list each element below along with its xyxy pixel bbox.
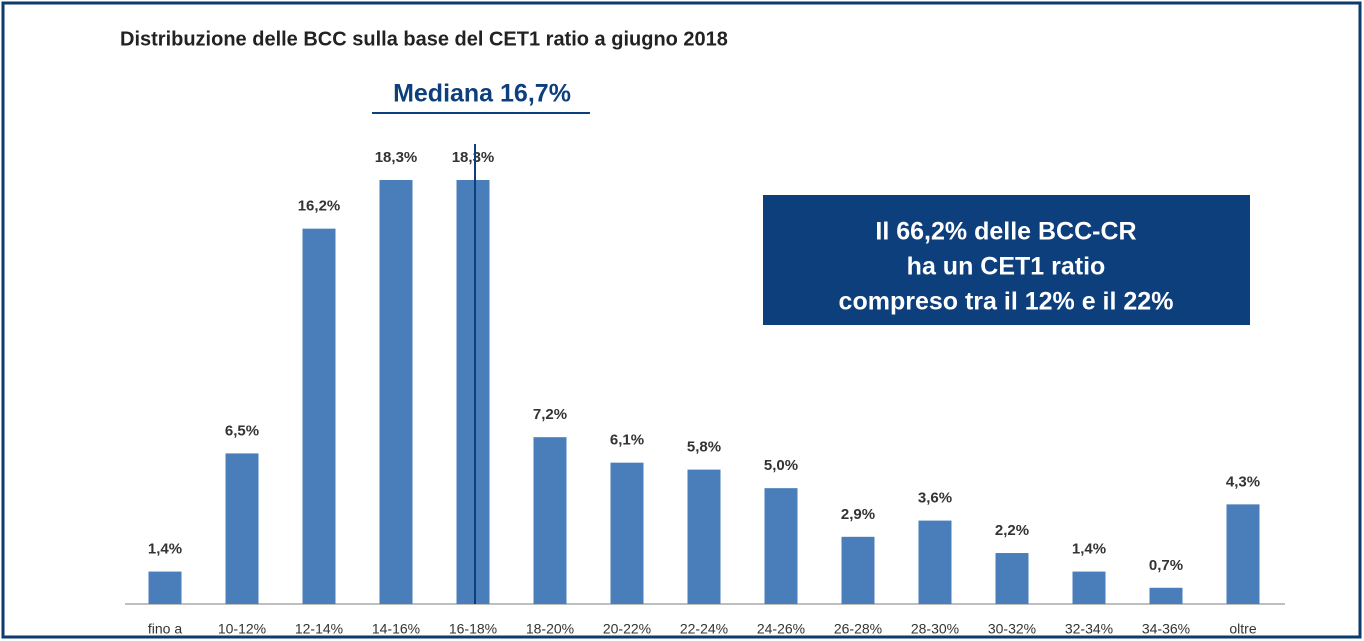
bar (1226, 504, 1260, 604)
x-tick-label: 10-12% (218, 621, 266, 637)
bar (379, 180, 413, 604)
x-tick-label: fino a (148, 621, 182, 637)
x-tick-label: 14-16% (372, 621, 420, 637)
bar (302, 228, 336, 604)
bar (841, 536, 875, 604)
value-label: 18,3% (452, 149, 495, 166)
x-tick-label: 30-32% (988, 621, 1036, 637)
x-tick-label: 12-14% (295, 621, 343, 637)
x-tick-label: 26-28% (834, 621, 882, 637)
bar (456, 180, 490, 604)
value-label: 1,4% (1072, 541, 1106, 558)
bar (995, 553, 1029, 604)
bar (1149, 587, 1183, 604)
bar (225, 453, 259, 604)
x-tick-label: oltre (1229, 621, 1256, 637)
value-label: 2,2% (995, 522, 1029, 539)
x-tick-label: 16-18% (449, 621, 497, 637)
bar (1072, 571, 1106, 604)
bar (610, 462, 644, 604)
x-tick-label: 28-30% (911, 621, 959, 637)
value-label: 5,0% (764, 457, 798, 474)
median-label: Mediana 16,7% (393, 80, 571, 108)
bar (533, 437, 567, 604)
note-line: Il 66,2% delle BCC-CR (875, 218, 1136, 246)
bar (148, 571, 182, 604)
value-label: 6,1% (610, 432, 644, 449)
bar (764, 488, 798, 604)
bar (687, 469, 721, 604)
bar (918, 520, 952, 604)
x-tick-label: 32-34% (1065, 621, 1113, 637)
value-label: 18,3% (375, 149, 418, 166)
value-label: 0,7% (1149, 557, 1183, 574)
x-tick-label: 20-22% (603, 621, 651, 637)
value-label: 7,2% (533, 406, 567, 423)
note-line: ha un CET1 ratio (907, 253, 1106, 281)
note-box (763, 195, 1250, 325)
chart-title: Distribuzione delle BCC sulla base del C… (120, 28, 728, 50)
x-tick-label: 34-36% (1142, 621, 1190, 637)
x-tick-label: 18-20% (526, 621, 574, 637)
value-label: 2,9% (841, 506, 875, 523)
value-label: 6,5% (225, 422, 259, 439)
value-label: 4,3% (1226, 473, 1260, 490)
value-label: 3,6% (918, 490, 952, 507)
x-tick-label: 24-26% (757, 621, 805, 637)
note-line: compreso tra il 12% e il 22% (839, 288, 1174, 316)
x-tick-label: 22-24% (680, 621, 728, 637)
value-label: 5,8% (687, 439, 721, 456)
value-label: 1,4% (148, 541, 182, 558)
value-label: 16,2% (298, 198, 341, 215)
